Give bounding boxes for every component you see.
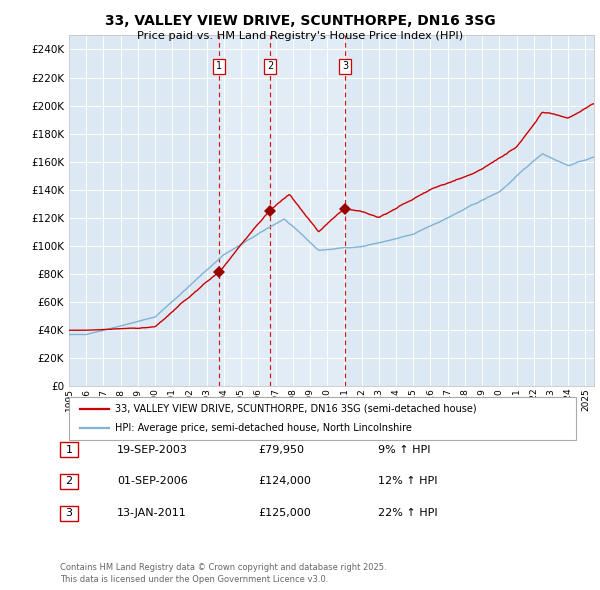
Text: £124,000: £124,000 (258, 477, 311, 486)
Text: 01-SEP-2006: 01-SEP-2006 (117, 477, 188, 486)
Bar (219, 35, 345, 386)
Text: 1: 1 (216, 61, 222, 71)
Text: HPI: Average price, semi-detached house, North Lincolnshire: HPI: Average price, semi-detached house,… (115, 422, 412, 432)
Text: 19-SEP-2003: 19-SEP-2003 (117, 445, 188, 454)
Text: 12% ↑ HPI: 12% ↑ HPI (378, 477, 437, 486)
Text: 9% ↑ HPI: 9% ↑ HPI (378, 445, 431, 454)
Text: 13-JAN-2011: 13-JAN-2011 (117, 509, 187, 518)
Text: Price paid vs. HM Land Registry's House Price Index (HPI): Price paid vs. HM Land Registry's House … (137, 31, 463, 41)
Text: 22% ↑ HPI: 22% ↑ HPI (378, 509, 437, 518)
Text: 3: 3 (65, 509, 73, 518)
Text: 33, VALLEY VIEW DRIVE, SCUNTHORPE, DN16 3SG: 33, VALLEY VIEW DRIVE, SCUNTHORPE, DN16 … (104, 14, 496, 28)
Text: 2: 2 (267, 61, 273, 71)
Text: £79,950: £79,950 (258, 445, 304, 454)
Text: 33, VALLEY VIEW DRIVE, SCUNTHORPE, DN16 3SG (semi-detached house): 33, VALLEY VIEW DRIVE, SCUNTHORPE, DN16 … (115, 404, 476, 414)
Text: £125,000: £125,000 (258, 509, 311, 518)
Text: Contains HM Land Registry data © Crown copyright and database right 2025.
This d: Contains HM Land Registry data © Crown c… (60, 563, 386, 584)
Text: 3: 3 (342, 61, 348, 71)
Text: 1: 1 (65, 445, 73, 454)
Text: 2: 2 (65, 477, 73, 486)
